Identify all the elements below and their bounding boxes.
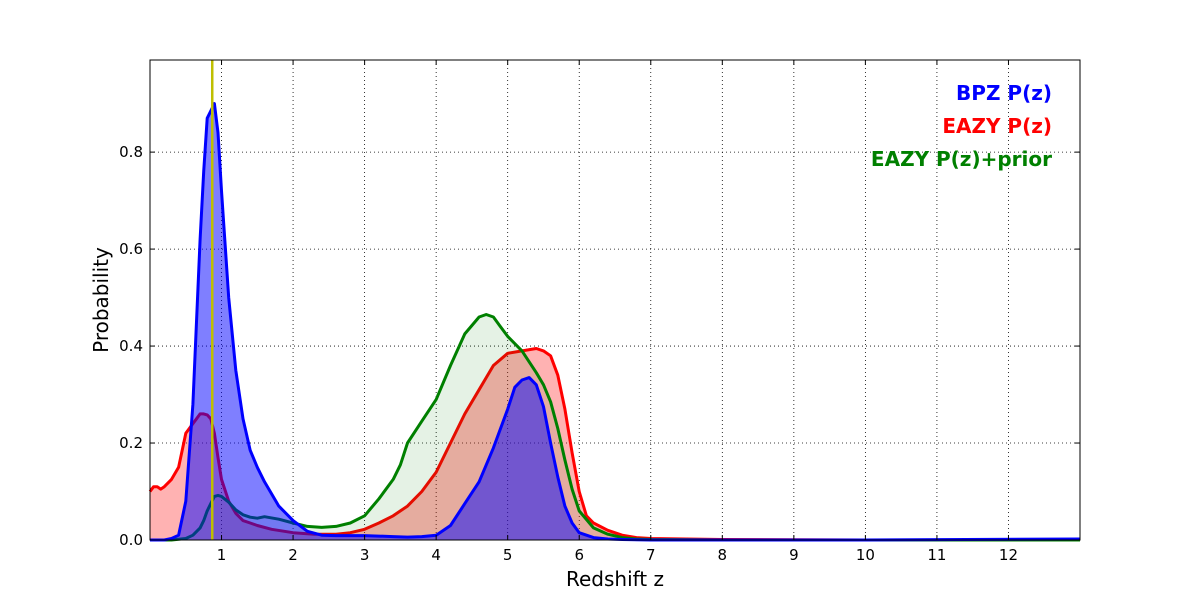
grid-lines (150, 60, 1080, 540)
x-tick-label: 11 (927, 546, 946, 564)
x-tick-label: 4 (431, 546, 441, 564)
y-tick-label: 0.6 (119, 240, 143, 258)
plot-frame (149, 59, 1081, 541)
legend-entry: EAZY P(z)+prior (871, 147, 1052, 171)
x-tick-label: 10 (856, 546, 875, 564)
x-tick-label: 7 (646, 546, 656, 564)
x-tick-label: 3 (360, 546, 370, 564)
x-tick-label: 8 (718, 546, 728, 564)
y-tick-label: 0.0 (119, 531, 143, 549)
y-axis-label: Probability (89, 247, 113, 353)
ticks: 1 2 3 4 5 6 7 8 9 10 11 120.00.20.40.60.8 (119, 60, 1080, 564)
x-tick-label: 1 (217, 546, 227, 564)
x-tick-label: 2 (288, 546, 298, 564)
y-tick-label: 0.2 (119, 434, 143, 452)
legend: BPZ P(z) EAZY P(z) EAZY P(z)+prior (871, 81, 1052, 171)
x-axis-label: Redshift z (566, 567, 664, 591)
y-tick-label: 0.4 (119, 337, 143, 355)
x-tick-label: 9 (789, 546, 799, 564)
x-tick-label: 6 (574, 546, 584, 564)
legend-entry: BPZ P(z) (956, 81, 1052, 105)
series-layer (148, 102, 1081, 542)
x-tick-label: 12 (999, 546, 1018, 564)
y-tick-label: 0.8 (119, 143, 143, 161)
x-tick-label: 5 (503, 546, 513, 564)
bpz-p-z-fill (150, 103, 1080, 540)
legend-entry: EAZY P(z) (942, 114, 1052, 138)
